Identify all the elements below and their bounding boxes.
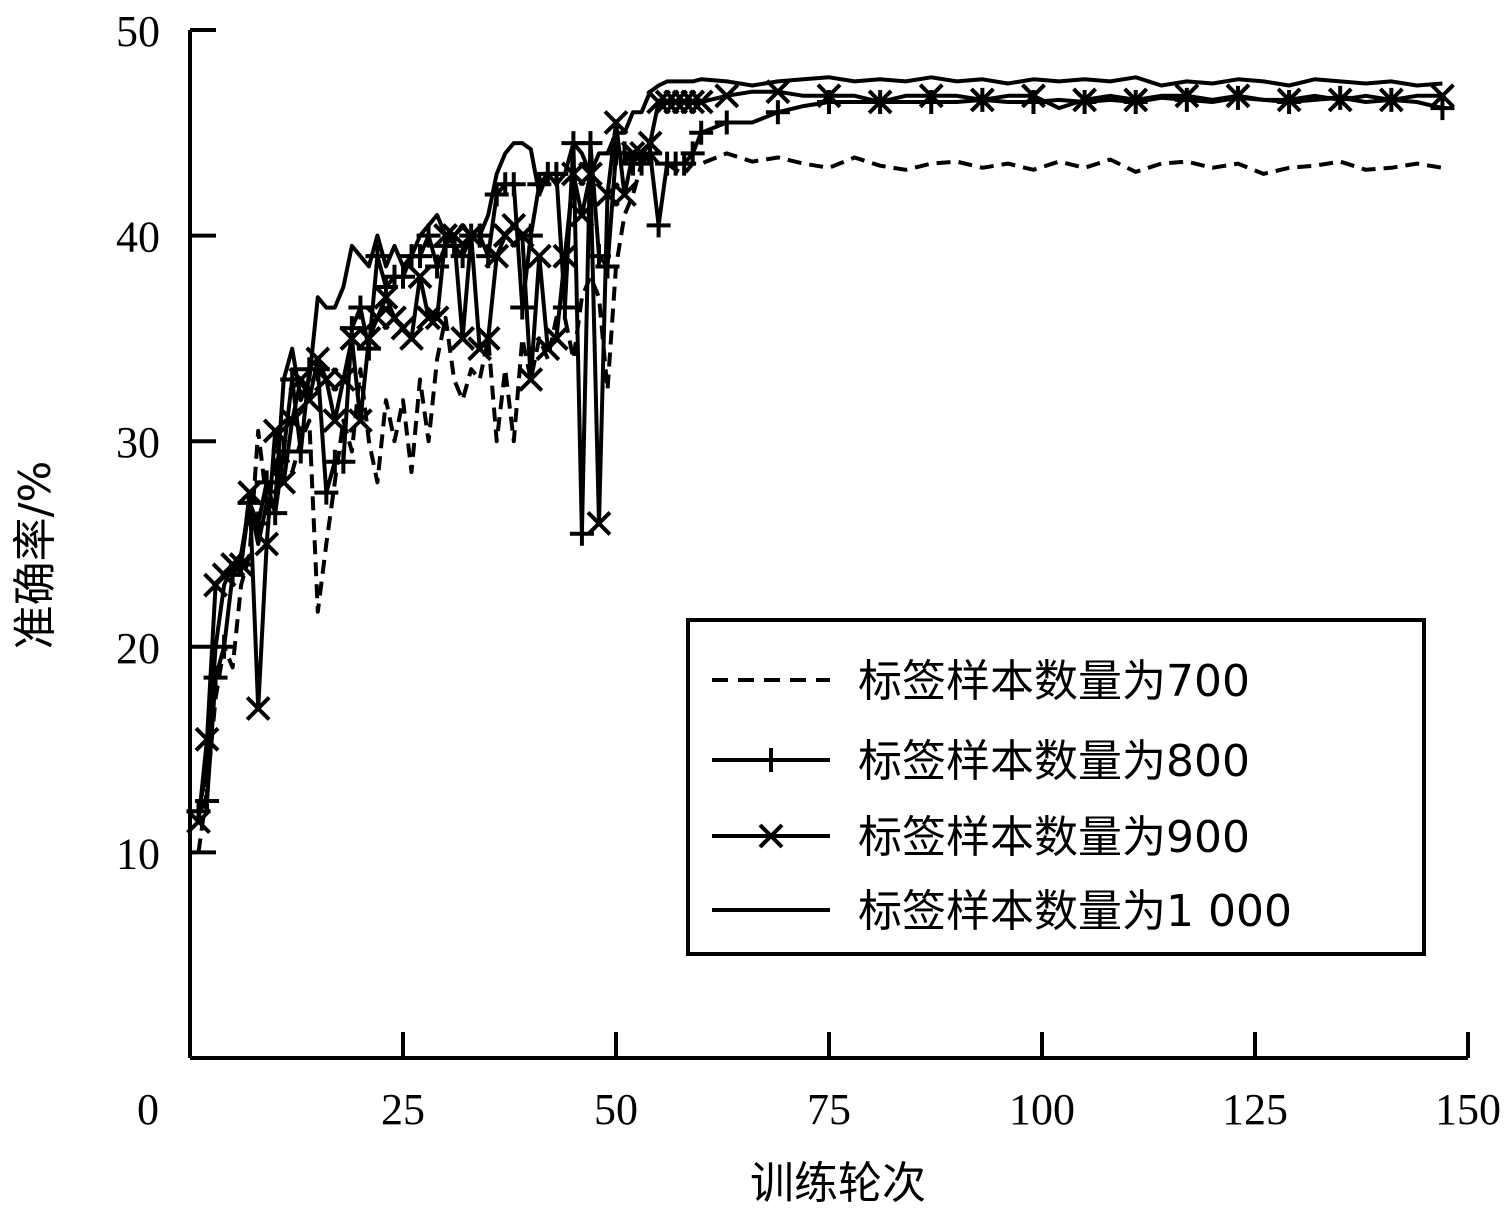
plus-marker-2-17 [331,449,356,474]
plus-marker-2-88 [1430,96,1455,121]
plus-marker-2-37 [501,172,526,197]
x-marker-3-27 [416,305,441,331]
x-tick-label: 0 [137,1085,159,1134]
x-marker-3-86 [1378,87,1404,113]
series-line-1 [196,151,1443,853]
x-marker-3-84 [1327,87,1353,113]
series-4 [196,75,1443,812]
series-1 [196,151,1443,853]
x-marker-3-53 [637,130,663,156]
legend-label-3: 标签样本数量为900 [858,812,1250,863]
x-marker-3-25 [399,325,424,351]
x-marker-3-11 [279,408,305,434]
y-tick-label: 30 [116,418,160,467]
x-marker-3-19 [347,408,373,434]
x-marker-legend-3 [758,823,784,849]
legend-box [686,618,1426,956]
ticks: 10 20 30 40 50 0 25 50 75 100 125 150 [116,7,1501,1134]
x-marker-3-50 [612,182,637,207]
x-marker-3-26 [407,264,433,290]
plus-marker-2-58 [680,141,705,166]
x-tick-label: 75 [807,1085,851,1134]
x-marker-3-68 [918,83,944,109]
plus-marker-2-78 [1174,87,1199,112]
x-marker-3-45 [569,202,595,228]
legend: 标签样本数量为700 标签样本数量为800 标签样本数量为900 标签样本数量为1 0… [686,618,1426,956]
x-marker-3-49 [603,110,629,135]
x-marker-3-82 [1276,87,1302,113]
y-tick-label: 50 [116,7,160,56]
x-marker-3-51 [620,140,646,166]
y-axis-title: 准确率/% [10,461,61,650]
x-tick-label: 100 [1009,1085,1075,1134]
x-marker-3-31 [450,325,476,351]
x-axis-title: 训练轮次 [750,1158,926,1209]
x-marker-3-64 [816,83,842,109]
x-marker-3-22 [373,284,399,310]
plus-marker-2-24 [391,264,415,289]
x-marker-3-42 [543,325,569,351]
x-marker-3-38 [509,223,535,249]
plus-marker-2-46 [578,131,603,156]
x-marker-3-17 [330,367,356,392]
x-marker-3-78 [1174,83,1200,109]
x-tick-label: 150 [1435,1085,1501,1134]
x-marker-3-35 [484,243,510,269]
plus-marker-2-15 [314,480,339,505]
x-marker-3-34 [475,325,501,351]
plus-marker-2-62 [765,100,790,125]
plus-marker-2-60 [714,110,739,135]
plus-marker-2-12 [288,439,313,464]
plus-marker-legend-2 [759,748,783,772]
plus-marker-2-21 [365,244,390,269]
x-marker-3-88 [1430,83,1455,109]
x-marker-3-20 [356,325,382,351]
x-marker-3-6 [237,480,263,506]
plus-marker-2-54 [646,213,671,238]
legend-label-2: 标签样本数量为800 [858,736,1250,787]
x-marker-3-7 [245,696,271,721]
series-layer [186,75,1455,853]
x-marker-3-1 [194,726,220,752]
series-line-4 [196,75,1443,812]
x-tick-label: 50 [594,1085,638,1134]
x-marker-3-66 [867,89,893,115]
x-marker-3-16 [322,408,348,434]
series-3 [186,79,1455,834]
x-marker-3-70 [969,87,995,113]
legend-label-1: 标签样本数量为700 [858,656,1250,707]
x-marker-3-5 [228,552,254,577]
x-marker-3-58 [680,89,706,115]
x-marker-3-74 [1072,87,1098,113]
x-tick-label: 125 [1222,1085,1288,1134]
x-marker-3-43 [552,243,578,269]
y-tick-label: 10 [116,829,160,878]
legend-label-4: 标签样本数量为1 000 [858,886,1292,937]
x-marker-3-72 [1021,83,1046,109]
x-marker-3-60 [714,83,740,109]
x-marker-3-47 [586,511,612,536]
y-tick-label: 40 [116,213,160,262]
plus-marker-2-59 [689,120,714,145]
x-marker-3-40 [526,243,552,269]
x-marker-3-39 [518,367,544,392]
x-marker-3-59 [688,89,714,115]
x-marker-3-76 [1123,87,1149,113]
y-tick-label: 20 [116,624,160,673]
x-tick-label: 25 [381,1085,425,1134]
x-marker-3-80 [1225,83,1251,109]
plus-marker-2-38 [510,295,535,320]
legend-items: 标签样本数量为700 标签样本数量为800 标签样本数量为900 标签样本数量为1 0… [712,656,1292,937]
x-marker-3-28 [424,305,450,331]
plus-marker-2-43 [552,295,577,320]
